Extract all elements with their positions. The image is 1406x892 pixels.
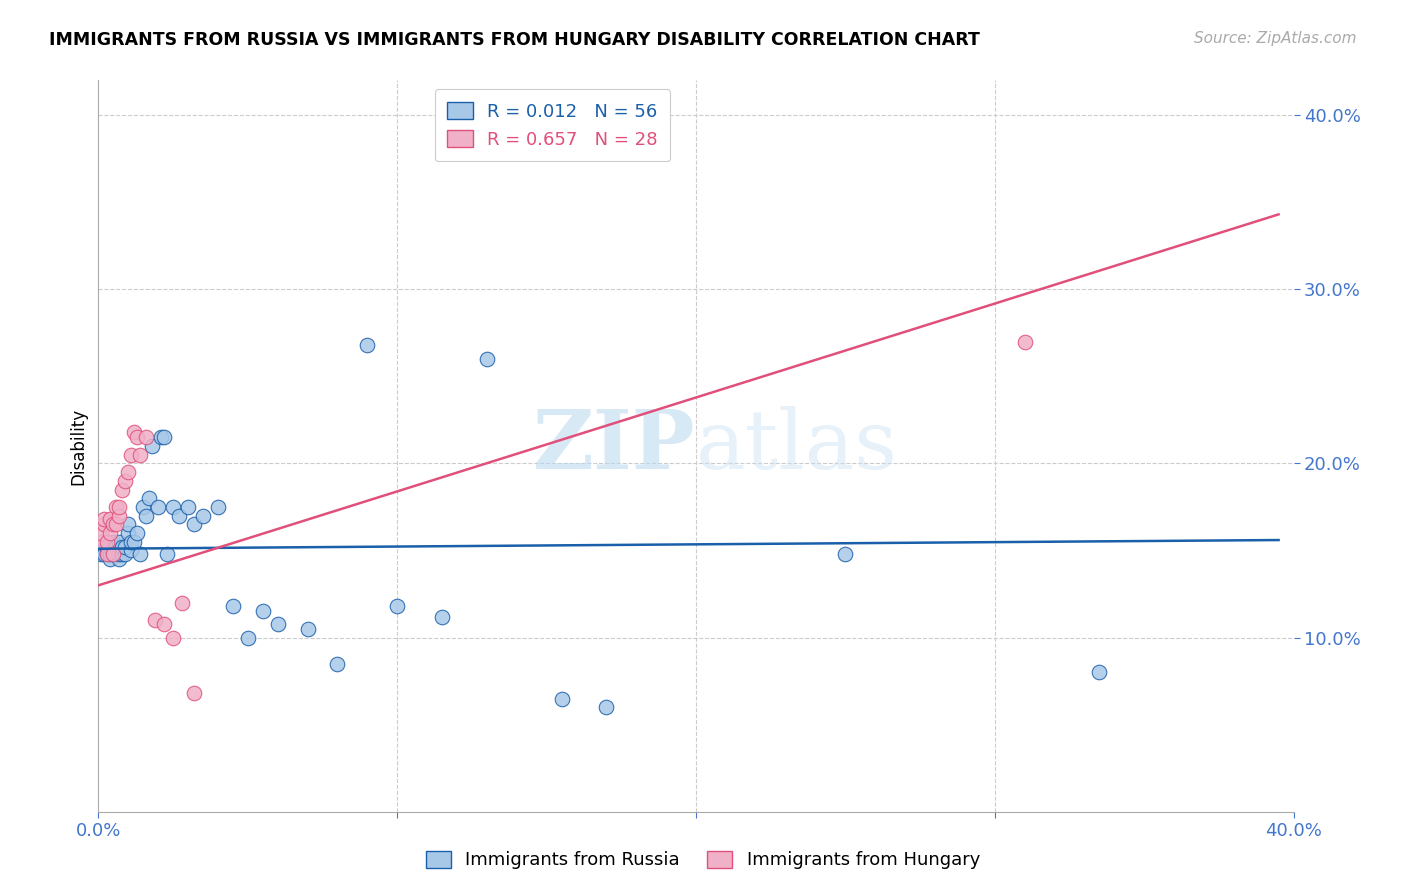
Point xyxy=(1088,665,1111,680)
Point xyxy=(108,534,131,549)
Point xyxy=(93,543,115,558)
Point xyxy=(120,448,142,462)
Point xyxy=(183,517,205,532)
Point xyxy=(108,552,131,566)
Point xyxy=(108,547,131,561)
Point xyxy=(117,526,139,541)
Point xyxy=(236,631,259,645)
Point xyxy=(148,500,170,514)
Point xyxy=(103,543,125,558)
Point xyxy=(103,534,125,549)
Point xyxy=(385,599,409,614)
Point xyxy=(150,430,173,444)
Point xyxy=(183,686,205,700)
Point xyxy=(153,430,176,444)
Point xyxy=(90,547,112,561)
Point xyxy=(135,430,157,444)
Point xyxy=(127,430,149,444)
Point xyxy=(252,604,274,618)
Point xyxy=(550,691,572,706)
Point xyxy=(120,534,142,549)
Point xyxy=(129,547,152,561)
Point xyxy=(98,526,122,541)
Point xyxy=(96,540,118,554)
Point xyxy=(124,534,146,549)
Point xyxy=(117,465,139,479)
Point xyxy=(356,338,378,352)
Point xyxy=(105,540,128,554)
Point xyxy=(98,547,122,561)
Point xyxy=(105,517,128,532)
Point xyxy=(96,534,118,549)
Point xyxy=(111,540,134,554)
Point xyxy=(167,508,190,523)
Point xyxy=(1014,334,1036,349)
Point xyxy=(93,512,115,526)
Point xyxy=(117,517,139,532)
Point xyxy=(105,500,128,514)
Point xyxy=(96,547,118,561)
Legend: R = 0.012   N = 56, R = 0.657   N = 28: R = 0.012 N = 56, R = 0.657 N = 28 xyxy=(434,89,671,161)
Point xyxy=(138,491,160,506)
Legend: Immigrants from Russia, Immigrants from Hungary: Immigrants from Russia, Immigrants from … xyxy=(416,842,990,879)
Point xyxy=(430,609,453,624)
Point xyxy=(135,508,157,523)
Point xyxy=(162,631,184,645)
Point xyxy=(98,512,122,526)
Point xyxy=(177,500,200,514)
Point xyxy=(595,700,617,714)
Point xyxy=(297,622,319,636)
Point xyxy=(153,616,176,631)
Point xyxy=(103,547,125,561)
Point xyxy=(172,596,194,610)
Point xyxy=(108,500,131,514)
Point xyxy=(129,448,152,462)
Point xyxy=(105,547,128,561)
Point xyxy=(326,657,349,671)
Point xyxy=(114,540,136,554)
Text: Source: ZipAtlas.com: Source: ZipAtlas.com xyxy=(1194,31,1357,46)
Point xyxy=(834,547,856,561)
Point xyxy=(114,474,136,488)
Point xyxy=(120,543,142,558)
Point xyxy=(191,508,214,523)
Point xyxy=(98,540,122,554)
Point xyxy=(90,534,112,549)
Point xyxy=(267,616,290,631)
Point xyxy=(475,351,498,366)
Point xyxy=(124,425,146,439)
Point xyxy=(103,517,125,532)
Point xyxy=(132,500,155,514)
Point xyxy=(108,508,131,523)
Point xyxy=(93,547,115,561)
Point xyxy=(156,547,179,561)
Text: atlas: atlas xyxy=(696,406,898,486)
Point xyxy=(143,613,166,627)
Point xyxy=(222,599,245,614)
Point xyxy=(96,543,118,558)
Point xyxy=(96,547,118,561)
Point xyxy=(103,547,125,561)
Point xyxy=(90,526,112,541)
Point xyxy=(207,500,229,514)
Point xyxy=(93,517,115,532)
Point xyxy=(111,547,134,561)
Text: IMMIGRANTS FROM RUSSIA VS IMMIGRANTS FROM HUNGARY DISABILITY CORRELATION CHART: IMMIGRANTS FROM RUSSIA VS IMMIGRANTS FRO… xyxy=(49,31,980,49)
Point xyxy=(98,552,122,566)
Point xyxy=(141,439,163,453)
Text: ZIP: ZIP xyxy=(533,406,696,486)
Y-axis label: Disability: Disability xyxy=(69,408,87,484)
Point xyxy=(111,483,134,497)
Point xyxy=(114,547,136,561)
Point xyxy=(127,526,149,541)
Point xyxy=(162,500,184,514)
